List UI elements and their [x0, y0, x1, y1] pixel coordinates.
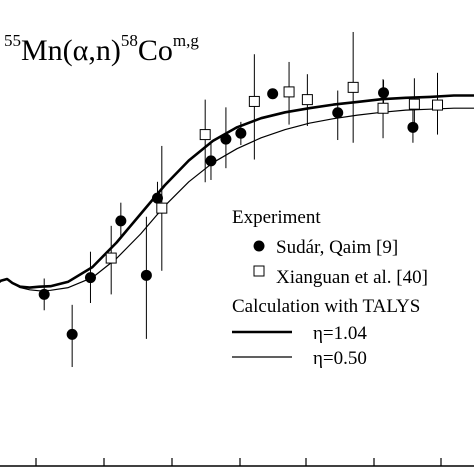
title-text: Mn(α,n): [21, 34, 121, 67]
data-point-xianguan: [248, 95, 260, 107]
legend-experiment-header: Experiment: [232, 207, 321, 228]
title-text: Co: [138, 34, 173, 67]
data-point-sudar: [332, 107, 344, 119]
data-point-xianguan: [377, 102, 389, 114]
data-point-xianguan: [347, 81, 359, 93]
data-point-sudar: [220, 133, 232, 145]
legend-label-eta-104: η=1.04: [313, 323, 367, 344]
plot-frame: [0, 458, 474, 467]
data-markers: [38, 81, 444, 340]
data-point-xianguan: [199, 129, 211, 141]
data-point-sudar: [140, 269, 152, 281]
data-point-sudar: [407, 121, 419, 133]
data-point-sudar: [205, 155, 217, 167]
legend-calculation-header: Calculation with TALYS: [232, 296, 420, 317]
legend-label-eta-050: η=0.50: [313, 348, 367, 369]
legend-label-sudar: Sudár, Qaim [9]: [276, 237, 398, 258]
data-point-sudar: [235, 127, 247, 139]
data-point-xianguan: [408, 98, 420, 110]
title-superscript: m,g: [173, 31, 199, 50]
data-point-sudar: [66, 328, 78, 340]
title-superscript: 55: [4, 31, 21, 50]
chart-title: 55Mn(α,n)58Com,g: [4, 31, 199, 67]
data-point-xianguan: [105, 252, 117, 264]
data-point-sudar: [378, 87, 390, 99]
legend-marker-xianguan: [253, 265, 265, 277]
data-point-sudar: [38, 288, 50, 300]
legend-marker-sudar: [253, 240, 265, 252]
reaction-title: 55Mn(α,n)58Com,g: [4, 31, 199, 67]
data-point-sudar: [115, 215, 127, 227]
legend-label-xianguan: Xianguan et al. [40]: [276, 267, 428, 288]
data-point-sudar: [267, 88, 279, 100]
data-point-xianguan: [283, 86, 295, 98]
calculation-curves: [0, 94, 474, 292]
title-superscript: 58: [121, 31, 138, 50]
legend: Experiment Sudár, Qaim [9] Xianguan et a…: [232, 207, 428, 369]
data-point-xianguan: [432, 99, 444, 111]
data-point-sudar: [151, 192, 163, 204]
curve-eta-104: [0, 94, 474, 289]
data-point-sudar: [84, 272, 96, 284]
data-point-xianguan: [156, 202, 168, 214]
data-point-xianguan: [301, 94, 313, 106]
